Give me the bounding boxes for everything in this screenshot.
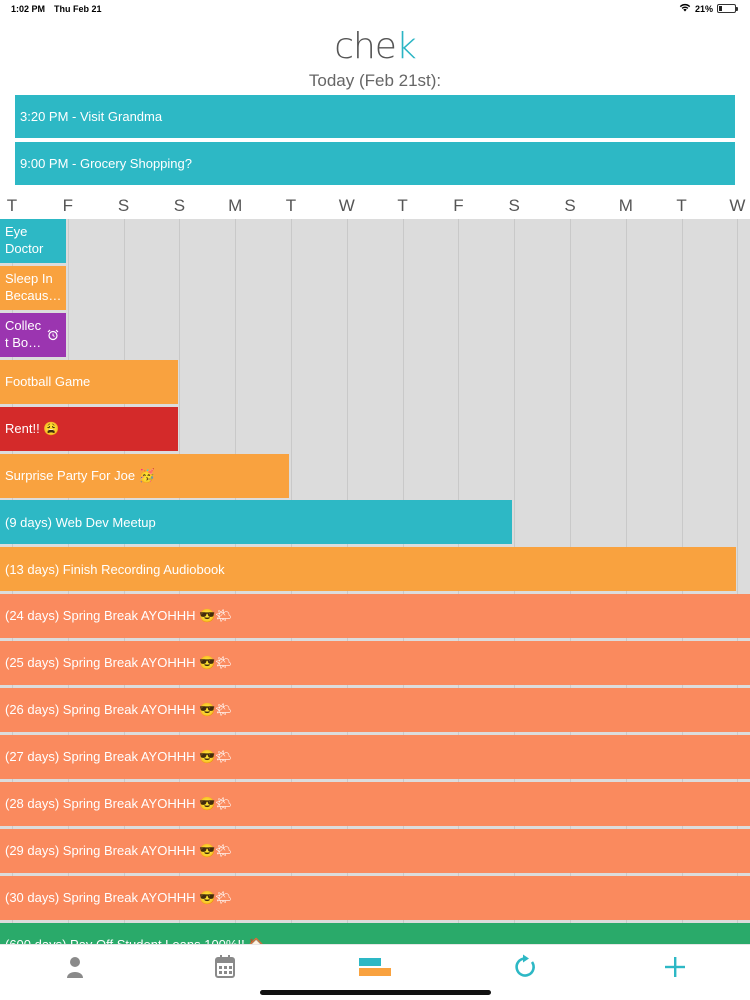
refresh-icon — [510, 954, 540, 985]
event-bar[interactable]: Football Game — [0, 359, 178, 404]
event-bar[interactable]: (24 days) Spring Break AYOHHH 😎🌤 — [0, 594, 750, 639]
event-bar[interactable]: Eye Doctor — [0, 219, 66, 263]
day-label: T — [676, 196, 687, 215]
event-label-line: Becaus… — [5, 287, 62, 303]
event-bar[interactable]: (600 days) Pay Off Student Loans 100%!! … — [0, 922, 750, 945]
event-bar[interactable]: (13 days) Finish Recording Audiobook — [0, 547, 736, 592]
alarm-icon — [47, 328, 59, 345]
event-label: Collec t Bo… — [5, 317, 53, 351]
event-label: (600 days) Pay Off Student Loans 100%!! … — [5, 936, 265, 945]
status-bar: 1:02 PM Thu Feb 21 21% — [0, 0, 750, 20]
logo-text: che — [334, 26, 397, 67]
tab-calendar[interactable] — [210, 953, 240, 981]
day-label: S — [508, 196, 520, 215]
status-right: 21% — [679, 3, 738, 14]
event-bar[interactable]: (29 days) Spring Break AYOHHH 😎🌤 — [0, 828, 750, 873]
day-label: S — [564, 196, 576, 215]
event-label: (25 days) Spring Break AYOHHH 😎🌤 — [5, 655, 232, 671]
event-bar[interactable]: (28 days) Spring Break AYOHHH 😎🌤 — [0, 781, 750, 826]
day-label: T — [6, 196, 18, 215]
day-label: M — [228, 196, 243, 215]
tab-add[interactable] — [660, 953, 690, 981]
app-logo: chek — [0, 26, 750, 67]
today-heading: Today (Feb 21st): — [308, 71, 442, 90]
event-bar[interactable]: Collec t Bo… — [0, 312, 66, 357]
event-label: (24 days) Spring Break AYOHHH 😎🌤 — [5, 608, 232, 624]
status-date: Thu Feb 21 — [54, 4, 102, 14]
event-bar[interactable]: (30 days) Spring Break AYOHHH 😎🌤 — [0, 875, 750, 920]
day-label: F — [453, 196, 464, 215]
day-label: S — [173, 196, 186, 215]
tab-timeline[interactable] — [358, 953, 392, 981]
day-label: F — [62, 196, 73, 215]
day-label: T — [397, 196, 408, 215]
logo-k: k — [395, 26, 417, 67]
event-label: (27 days) Spring Break AYOHHH 😎🌤 — [5, 748, 232, 764]
event-label: Rent!! 😩 — [5, 420, 60, 436]
event-label: (28 days) Spring Break AYOHHH 😎🌤 — [5, 795, 232, 811]
event-bar[interactable]: (27 days) Spring Break AYOHHH 😎🌤 — [0, 734, 750, 779]
calendar-icon — [210, 955, 240, 985]
event-label-line: Doctor — [5, 241, 44, 256]
wifi-icon — [679, 3, 691, 14]
event-label: Sleep In Becaus… — [5, 270, 62, 304]
battery-percent: 21% — [694, 3, 713, 14]
event-label: (29 days) Spring Break AYOHHH 😎🌤 — [5, 842, 232, 858]
grid-line — [737, 219, 739, 944]
tab-refresh[interactable] — [510, 953, 540, 981]
event-label-line: t Bo… — [5, 334, 42, 350]
today-item-label: 3:20 PM - Visit Grandma — [20, 109, 163, 124]
today-item-label: 9:00 PM - Grocery Shopping? — [20, 156, 192, 171]
event-bar[interactable]: Rent!! 😩 — [0, 406, 178, 451]
event-bar[interactable]: Surprise Party For Joe 🥳 — [0, 453, 290, 498]
event-label: (9 days) Web Dev Meetup — [5, 514, 156, 530]
event-label: Surprise Party For Joe 🥳 — [5, 467, 155, 483]
event-bar[interactable]: (25 days) Spring Break AYOHHH 😎🌤 — [0, 641, 750, 686]
event-label: Eye Doctor — [5, 223, 53, 257]
tab-profile[interactable] — [60, 953, 90, 981]
status-time: 1:02 PM — [11, 4, 46, 14]
event-label-line: Collec — [5, 317, 42, 333]
event-bar[interactable]: Sleep In Becaus… — [0, 265, 66, 310]
event-bar[interactable]: (26 days) Spring Break AYOHHH 😎🌤 — [0, 688, 750, 732]
today-item[interactable]: 3:20 PM - Visit Grandma — [15, 95, 735, 138]
day-label: M — [618, 196, 633, 215]
day-label: T — [285, 196, 297, 215]
event-label: (26 days) Spring Break AYOHHH 😎🌤 — [5, 702, 232, 717]
home-indicator — [260, 990, 491, 995]
person-icon — [60, 957, 90, 985]
event-label-line: Eye — [5, 224, 28, 239]
today-item[interactable]: 9:00 PM - Grocery Shopping? — [15, 142, 735, 185]
timeline-icon — [358, 958, 392, 985]
plus-icon — [660, 957, 690, 985]
event-label: (30 days) Spring Break AYOHHH 😎🌤 — [5, 889, 232, 905]
event-label: Football Game — [5, 374, 91, 390]
day-label: W — [338, 196, 355, 215]
day-label: S — [117, 196, 130, 215]
event-label: (13 days) Finish Recording Audiobook — [5, 561, 225, 577]
event-label-line: Sleep In — [5, 270, 53, 286]
timeline-grid[interactable]: Eye Doctor Sleep In Becaus… Collec t Bo… Footb… — [0, 219, 750, 944]
battery-icon — [717, 4, 738, 13]
day-label: W — [729, 196, 746, 215]
event-bar[interactable]: (9 days) Web Dev Meetup — [0, 500, 513, 545]
